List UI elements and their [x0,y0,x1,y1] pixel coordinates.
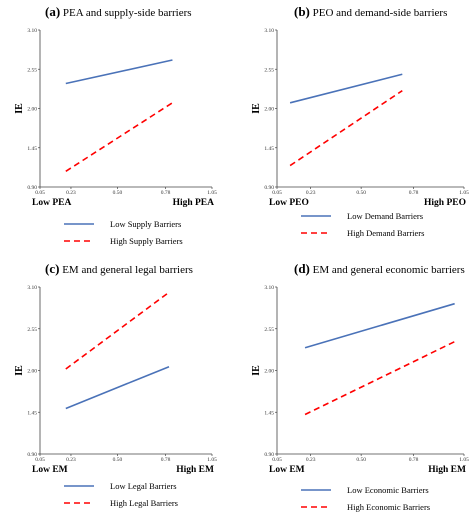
panel-b-y-tick-label: 2.55 [264,67,274,73]
panel-c-x-high-label: High EM [176,465,214,475]
panel-d-legend-label-2: High Economic Barriers [347,502,430,512]
panel-d-y-tick-label: 2.55 [264,327,274,333]
panel-d-series-line-2 [304,340,456,416]
panel-a-y-tick-label: 2.55 [27,67,37,73]
panel-d-y-tick-label: 1.45 [264,410,274,416]
panel-c-x-tick-label: 1.05 [207,457,217,463]
panel-b-x-tick-label: 0.78 [409,190,419,196]
panel-a-x-tick-label: 0.78 [161,190,171,196]
panel-c-y-tick-label: 1.45 [27,410,37,416]
panel-a-x-tick-label: 1.05 [207,190,217,196]
panel-a-series-line-1 [65,59,173,85]
panel-a-legend-label-2: High Supply Barriers [110,236,183,246]
panel-d-x-tick-label: 1.05 [459,457,469,463]
panel-b-legend-label-1: Low Demand Barriers [347,211,423,221]
panel-a-y-tick-label: 2.00 [27,107,37,113]
panel-c-letter: (c) [45,261,59,276]
panel-b-x-tick-label: 0.05 [272,190,282,196]
panel-d-x-low-label: Low EM [269,465,305,475]
panel-a-y-tick-label: 1.45 [27,146,37,152]
panel-b-series-line-1 [289,73,403,104]
panel-a-y-axis-label: IE [14,103,25,114]
panel-c-x-tick-label: 0.23 [66,457,76,463]
panel-c-legend-label-1: Low Legal Barriers [110,481,177,491]
panel-c-x-tick-label: 0.50 [113,457,123,463]
panel-d-y-tick-label: 0.90 [264,452,274,458]
panel-b-y-tick-label: 3.10 [264,28,274,34]
panel-a-legend-label-1: Low Supply Barriers [110,219,181,229]
panel-a-x-low-label: Low PEA [32,198,71,208]
panel-b-y-tick-label: 2.00 [264,107,274,113]
panel-a-x-tick-label: 0.23 [66,190,76,196]
panel-b-series-line-2 [289,89,403,167]
panel-d-title-text: EM and general economic barriers [310,264,465,276]
panel-a-title: (a) PEA and supply-side barriers [45,4,192,19]
panel-b-x-tick-label: 1.05 [459,190,469,196]
panel-c-title: (c) EM and general legal barriers [45,261,193,276]
panel-d-legend-label-1: Low Economic Barriers [347,485,429,495]
panel-c-legend-label-2: High Legal Barriers [110,498,178,508]
panel-d-series-line-1 [304,302,455,349]
panel-b-y-tick-label: 1.45 [264,146,274,152]
panel-d-x-tick-label: 0.05 [272,457,282,463]
panel-d-y-axis-label: IE [251,365,262,376]
panel-c-y-tick-label: 3.10 [27,285,37,291]
panel-b-x-low-label: Low PEO [269,198,309,208]
panel-a-title-text: PEA and supply-side barriers [60,7,191,19]
panel-c-series-line-2 [65,291,170,370]
panel-a-y-tick-label: 0.90 [27,185,37,191]
panel-c-title-text: EM and general legal barriers [59,264,192,276]
panel-d-y-tick-label: 2.00 [264,369,274,375]
panel-b-letter: (b) [294,4,310,19]
panel-a-x-tick-label: 0.05 [35,190,45,196]
panel-c-y-tick-label: 0.90 [27,452,37,458]
panel-a-letter: (a) [45,4,60,19]
panel-a-series-line-2 [65,102,173,172]
panel-d-x-tick-label: 0.23 [306,457,316,463]
panel-c-y-tick-label: 2.00 [27,369,37,375]
panel-c-x-tick-label: 0.78 [161,457,171,463]
panel-b-x-high-label: High PEO [424,198,466,208]
panel-d-title: (d) EM and general economic barriers [294,261,465,276]
panel-b-y-axis-label: IE [251,103,262,114]
panel-b-y-tick-label: 0.90 [264,185,274,191]
panel-a-x-high-label: High PEA [173,198,215,208]
panel-d-x-tick-label: 0.50 [356,457,366,463]
panel-c-y-axis-label: IE [14,365,25,376]
panel-b-title-text: PEO and demand-side barriers [310,7,447,19]
panel-c-series-line-1 [65,365,170,410]
panel-b-x-tick-label: 0.23 [306,190,316,196]
panel-c-x-tick-label: 0.05 [35,457,45,463]
panel-a-y-tick-label: 3.10 [27,28,37,34]
panel-c-y-tick-label: 2.55 [27,327,37,333]
panel-b-legend-label-2: High Demand Barriers [347,228,424,238]
panel-b-x-tick-label: 0.50 [356,190,366,196]
panel-d-x-high-label: High EM [428,465,466,475]
panel-a-x-tick-label: 0.50 [113,190,123,196]
panel-d-x-tick-label: 0.78 [409,457,419,463]
panel-c-x-low-label: Low EM [32,465,68,475]
panel-d-y-tick-label: 3.10 [264,285,274,291]
panel-d-letter: (d) [294,261,310,276]
panel-b-title: (b) PEO and demand-side barriers [294,4,447,19]
